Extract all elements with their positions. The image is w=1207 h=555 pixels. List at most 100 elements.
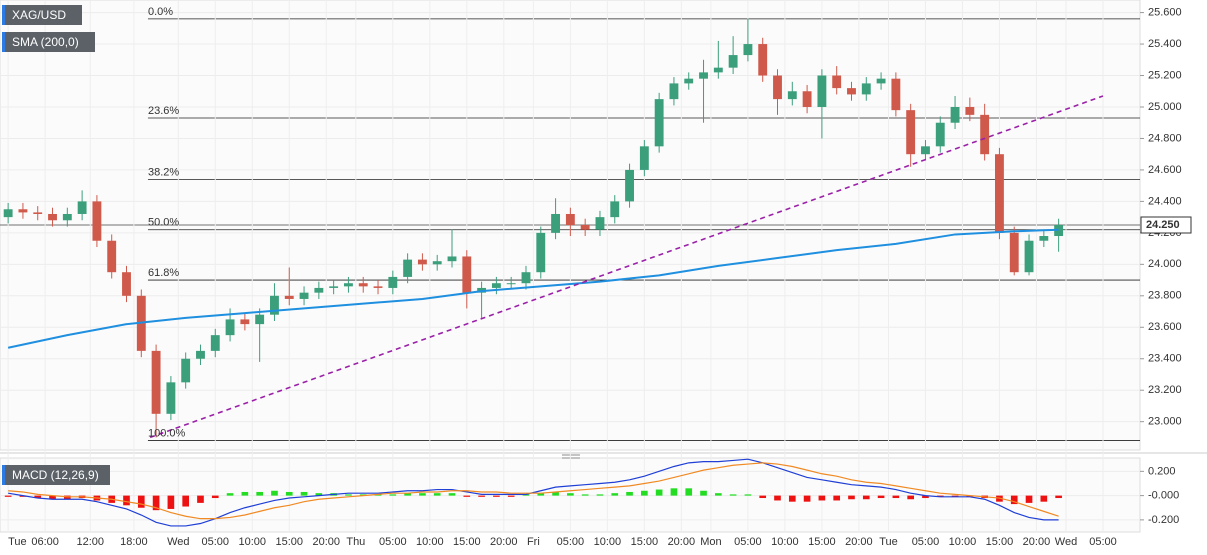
candle-body xyxy=(33,212,43,214)
candle-body xyxy=(314,287,324,293)
candle-body xyxy=(639,146,649,170)
macd-histogram-bar xyxy=(34,495,42,499)
mark-layer xyxy=(3,18,1104,527)
macd-histogram-bar xyxy=(877,495,885,499)
macd-histogram-bar xyxy=(197,495,204,503)
macd-histogram-bar xyxy=(670,488,678,496)
y-tick-label: 25.600 xyxy=(1148,6,1182,18)
legend-label: XAG/USD xyxy=(12,8,66,22)
candle-body xyxy=(654,99,664,147)
candle-body xyxy=(743,44,753,56)
macd-histogram-bar xyxy=(4,495,12,497)
x-tick-label: 15:00 xyxy=(808,536,836,548)
candle-body xyxy=(891,78,901,111)
candle-body xyxy=(847,88,856,95)
candle-body xyxy=(876,78,886,84)
x-tick-label: 10:00 xyxy=(238,536,266,548)
macd-histogram-bar xyxy=(522,494,530,496)
x-tick-label: 10:00 xyxy=(594,536,622,548)
macd-histogram-bar xyxy=(211,495,219,499)
x-tick-label: 05:00 xyxy=(379,536,407,548)
candle-body xyxy=(196,350,205,359)
y-tick-label: -0.000 xyxy=(1148,490,1179,502)
x-tick-label: 15:00 xyxy=(631,536,659,548)
candle-body xyxy=(669,83,679,100)
macd-line xyxy=(8,458,1059,527)
macd-histogram-bar xyxy=(271,490,278,496)
x-tick-label: 05:00 xyxy=(734,536,762,548)
candle-body xyxy=(373,286,383,288)
x-tick-label: 15:00 xyxy=(453,536,481,548)
candle-body xyxy=(18,209,28,213)
candle-body xyxy=(166,382,176,414)
macd-histogram-bar xyxy=(49,495,56,500)
macd-histogram-bar xyxy=(833,495,841,501)
x-tick-label: 05:00 xyxy=(1089,536,1117,548)
fib-label: 38.2% xyxy=(148,166,179,178)
candle-body xyxy=(684,78,694,84)
macd-histogram-bar xyxy=(714,493,722,496)
candle-body xyxy=(48,213,57,221)
macd-histogram-bar xyxy=(803,495,811,502)
x-tick-label: 05:00 xyxy=(912,536,940,548)
candle-body xyxy=(1024,240,1034,273)
macd-histogram-bar xyxy=(626,491,633,496)
macd-histogram-bar xyxy=(167,495,175,509)
candle-body xyxy=(299,292,309,299)
x-tick-label: 10:00 xyxy=(416,536,444,548)
candle-body xyxy=(861,83,871,95)
candle-body xyxy=(950,106,960,123)
candle-body xyxy=(521,272,531,284)
macd-histogram-bar xyxy=(951,495,959,497)
y-tick-label: 23.600 xyxy=(1148,321,1182,333)
candle-body xyxy=(462,256,472,293)
macd-histogram-bar xyxy=(493,495,500,497)
candle-body xyxy=(610,201,620,218)
macd-histogram-bar xyxy=(315,493,323,496)
macd-histogram-bar xyxy=(641,490,648,496)
candle-body xyxy=(417,259,427,265)
legend-label: SMA (200,0) xyxy=(12,35,79,49)
candle-body xyxy=(432,261,442,265)
macd-histogram-bar xyxy=(1010,495,1018,505)
sma-line xyxy=(7,228,1059,349)
macd-histogram-bar xyxy=(1040,495,1048,502)
candle-body xyxy=(935,122,945,147)
candle-body xyxy=(995,154,1004,233)
y-tick-label: 25.000 xyxy=(1148,101,1182,113)
macd-histogram-bar xyxy=(759,495,767,499)
macd-histogram-bar xyxy=(448,493,456,496)
macd-histogram-bar xyxy=(862,495,870,500)
candle-body xyxy=(506,283,516,285)
candle-body xyxy=(92,201,102,241)
macd-histogram-bar xyxy=(537,493,545,496)
macd-histogram-bar xyxy=(419,493,426,496)
macd-histogram-bar xyxy=(359,494,367,496)
x-tick-label: 20:00 xyxy=(312,536,340,548)
legend-marker xyxy=(2,32,5,52)
candle-body xyxy=(802,91,812,107)
legend-box xyxy=(2,32,95,52)
candle-body xyxy=(832,75,842,89)
macd-histogram-bar xyxy=(818,495,826,501)
macd-histogram-bar xyxy=(567,493,574,496)
macd-histogram-bar xyxy=(478,495,485,497)
candle-body xyxy=(151,350,161,414)
candle-body xyxy=(181,358,191,383)
candle-body xyxy=(699,72,708,79)
legend[interactable]: XAG/USD SMA (200,0) MACD (12,26,9) xyxy=(2,5,110,485)
candle-body xyxy=(3,209,13,218)
x-tick-label: Mon xyxy=(700,536,721,548)
candle-body xyxy=(595,217,605,230)
separator-grip xyxy=(562,454,580,459)
macd-histogram-bar xyxy=(63,495,71,500)
y-tick-label: 24.600 xyxy=(1148,164,1182,176)
candle-body xyxy=(210,335,220,351)
macd-histogram-bar xyxy=(433,493,441,496)
macd-histogram-bar xyxy=(596,494,604,496)
candle-body xyxy=(551,213,561,233)
x-tick-label: 10:00 xyxy=(949,536,977,548)
y-tick-label: 25.400 xyxy=(1148,38,1182,50)
macd-histogram-bar xyxy=(685,488,693,496)
